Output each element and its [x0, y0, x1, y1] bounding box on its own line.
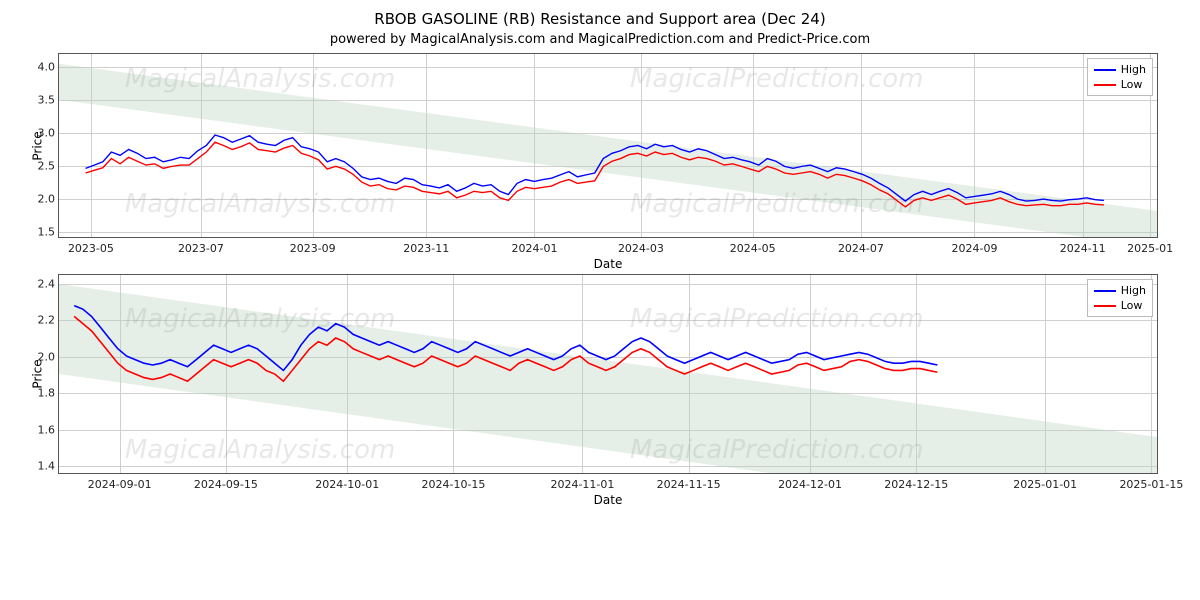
xtick-label: 2024-07: [838, 242, 884, 255]
watermark-text: MagicalAnalysis.com: [125, 189, 395, 219]
legend: High Low: [1087, 58, 1153, 96]
xtick-label: 2023-07: [178, 242, 224, 255]
xtick-label: 2024-10-15: [422, 478, 486, 491]
ytick-label: 2.2: [25, 314, 55, 327]
y-axis-label: Price: [31, 359, 45, 388]
legend-swatch: [1094, 69, 1116, 71]
xtick-label: 2023-09: [290, 242, 336, 255]
legend-swatch: [1094, 84, 1116, 86]
legend-swatch: [1094, 290, 1116, 292]
xtick-label: 2025-01: [1127, 242, 1173, 255]
xtick-label: 2024-03: [618, 242, 664, 255]
watermark-text: MagicalPrediction.com: [630, 304, 924, 334]
x-axis-label: Date: [594, 257, 623, 271]
chart-subtitle: powered by MagicalAnalysis.com and Magic…: [8, 32, 1192, 47]
xtick-label: 2023-05: [68, 242, 114, 255]
legend-item: Low: [1094, 298, 1146, 313]
series-high: [86, 135, 1104, 201]
watermark-text: MagicalPrediction.com: [630, 64, 924, 94]
ytick-label: 2.4: [25, 278, 55, 291]
support-resistance-band: [59, 64, 1157, 237]
xtick-label: 2024-12-01: [778, 478, 842, 491]
chart-panel-top: 1.52.02.53.03.54.02023-052023-072023-092…: [58, 53, 1158, 238]
xtick-label: 2024-09: [951, 242, 997, 255]
series-layer: [59, 275, 1157, 473]
watermark-text: MagicalAnalysis.com: [125, 304, 395, 334]
ytick-label: 1.4: [25, 459, 55, 472]
xtick-label: 2024-01: [511, 242, 557, 255]
figure: RBOB GASOLINE (RB) Resistance and Suppor…: [8, 10, 1192, 474]
xtick-label: 2023-11: [403, 242, 449, 255]
legend-swatch: [1094, 305, 1116, 307]
legend-label: Low: [1121, 299, 1143, 312]
watermark-text: MagicalAnalysis.com: [125, 435, 395, 465]
series-layer: [59, 54, 1157, 237]
x-axis-label: Date: [594, 493, 623, 507]
series-high: [74, 306, 937, 371]
legend: High Low: [1087, 279, 1153, 317]
legend-item: High: [1094, 283, 1146, 298]
xtick-label: 2024-11-01: [550, 478, 614, 491]
xtick-label: 2024-09-15: [194, 478, 258, 491]
watermark-text: MagicalAnalysis.com: [125, 64, 395, 94]
series-low: [86, 142, 1104, 207]
ytick-label: 3.5: [25, 94, 55, 107]
watermark-text: MagicalPrediction.com: [630, 435, 924, 465]
legend-item: High: [1094, 62, 1146, 77]
ytick-label: 2.0: [25, 193, 55, 206]
xtick-label: 2024-11: [1060, 242, 1106, 255]
ytick-label: 1.5: [25, 226, 55, 239]
ytick-label: 1.6: [25, 423, 55, 436]
chart-panel-bottom: 1.41.61.82.02.22.42024-09-012024-09-1520…: [58, 274, 1158, 474]
legend-label: High: [1121, 63, 1146, 76]
xtick-label: 2024-11-15: [657, 478, 721, 491]
support-resistance-band: [59, 284, 1157, 473]
legend-item: Low: [1094, 77, 1146, 92]
ytick-label: 2.5: [25, 160, 55, 173]
xtick-label: 2024-10-01: [315, 478, 379, 491]
legend-label: Low: [1121, 78, 1143, 91]
watermark-text: MagicalPrediction.com: [630, 189, 924, 219]
xtick-label: 2025-01-01: [1013, 478, 1077, 491]
xtick-label: 2024-05: [730, 242, 776, 255]
ytick-label: 4.0: [25, 61, 55, 74]
y-axis-label: Price: [31, 131, 45, 160]
chart-title: RBOB GASOLINE (RB) Resistance and Suppor…: [8, 10, 1192, 28]
legend-label: High: [1121, 284, 1146, 297]
xtick-label: 2024-12-15: [884, 478, 948, 491]
xtick-label: 2025-01-15: [1119, 478, 1183, 491]
xtick-label: 2024-09-01: [88, 478, 152, 491]
series-low: [74, 316, 937, 381]
